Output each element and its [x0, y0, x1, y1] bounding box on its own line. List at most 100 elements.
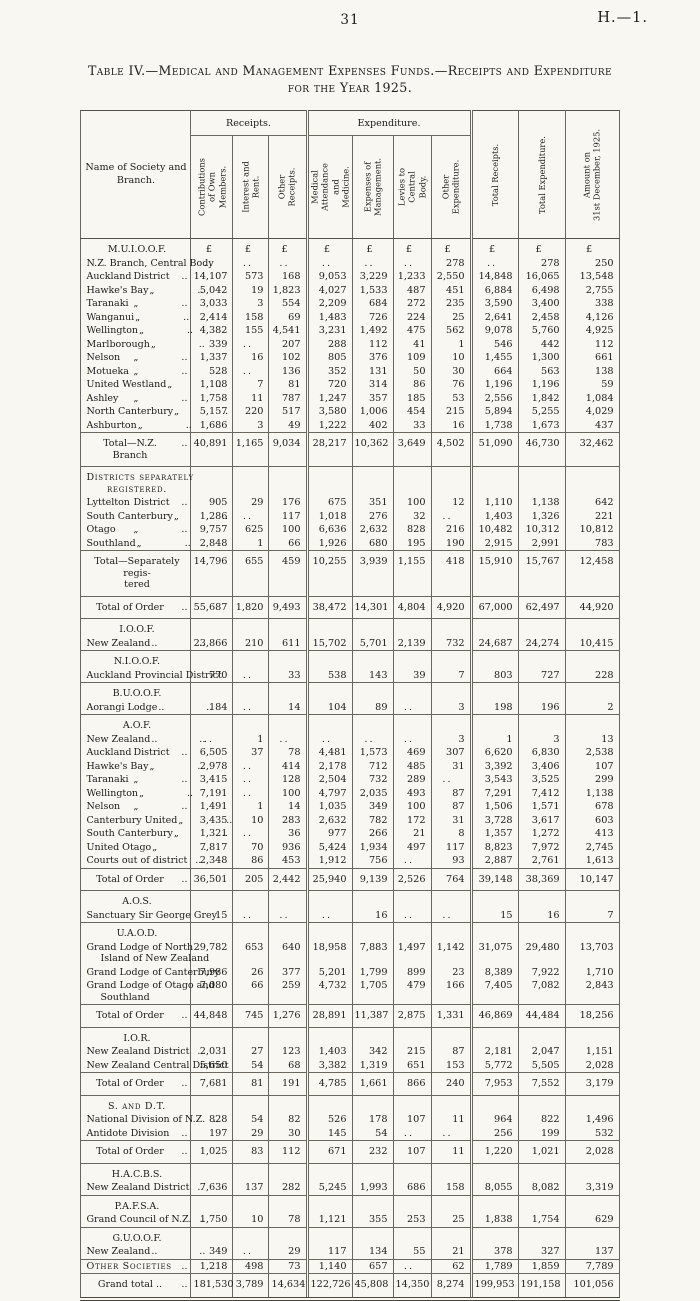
value-cell — [305, 466, 352, 496]
leader-dots: .. — [183, 311, 190, 323]
table-row: Marlborough „.. 339.. 207 288 112 41 1 546 442 112 — [81, 337, 620, 352]
value-cell: .. — [232, 827, 269, 841]
value-cell: 256 — [469, 1126, 519, 1141]
col-header-amount-31-dec: Amount on 31st December, 1925. — [564, 110, 620, 239]
value-cell — [469, 1194, 519, 1213]
value-cell: 5,042 — [190, 283, 233, 297]
value-cell: 720 — [305, 378, 352, 392]
value-cell: 1,506 — [469, 800, 519, 814]
value-cell: 787 — [268, 391, 307, 405]
value-cell: 828 — [190, 1113, 233, 1127]
society-name-cell: Districts separately registered. — [81, 467, 194, 497]
value-cell: .. — [232, 364, 269, 378]
value-cell: 1,247 — [305, 391, 352, 405]
value-cell: 1,233 — [392, 270, 431, 284]
value-cell: 1 — [469, 732, 519, 746]
value-cell — [564, 1027, 620, 1045]
society-name: Nelson — [86, 801, 121, 812]
table-row: Southland „.. 2,848 1 66 1,926 680 195 190 2,915 2… — [81, 536, 620, 551]
society-name-cell: Marlborough „.. — [81, 338, 204, 352]
value-cell: 640 — [268, 940, 307, 966]
value-cell — [469, 922, 519, 941]
value-cell: 1,496 — [564, 1113, 620, 1127]
value-cell: 7,953 — [469, 1072, 519, 1096]
value-cell: 376 — [351, 351, 393, 365]
value-cell: 29 — [232, 1126, 269, 1141]
value-cell: 642 — [564, 496, 620, 510]
value-cell: 657 — [351, 1258, 393, 1274]
value-cell: £ — [305, 238, 352, 257]
value-cell — [469, 1163, 519, 1181]
society-name: Grand Lodge of Otago and Southland — [86, 980, 215, 1003]
value-cell: 23 — [430, 965, 472, 979]
value-cell: 783 — [564, 536, 620, 551]
value-cell: 342 — [351, 1045, 393, 1059]
value-cell: 51,090 — [469, 432, 519, 467]
value-cell: 8,055 — [469, 1181, 519, 1195]
value-cell — [469, 682, 519, 701]
value-cell: 3,392 — [469, 759, 519, 773]
section-heading-row: S. and D.T. — [81, 1095, 620, 1113]
value-cell: 4,029 — [564, 405, 620, 419]
ditto-mark: „ — [133, 524, 139, 535]
value-cell: 2,414 — [190, 310, 233, 324]
value-cell: 134 — [351, 1245, 393, 1259]
table-row: Total of Order.. 7,681 81 191 4,785 1,661 866 2… — [80, 1072, 620, 1096]
society-name: Auckland — [86, 271, 132, 282]
table-row: Total—N.Z. Branch.. 40,891 1,165 9,034 28,21… — [80, 432, 620, 467]
value-cell: 166 — [430, 979, 472, 1005]
society-name: Grand total .. — [97, 1279, 163, 1290]
value-cell: 87 — [430, 1045, 472, 1059]
value-cell: 3,590 — [469, 297, 519, 311]
value-cell: .. — [305, 256, 352, 270]
section-heading-row: A.O.F. — [80, 714, 620, 733]
value-cell: 377 — [268, 965, 307, 979]
value-cell: 3,543 — [469, 773, 519, 787]
leader-dots: .. — [184, 537, 191, 549]
society-name-cell: Taranaki „.. — [81, 297, 191, 311]
col-header-levies: Levies to Central Body. — [392, 135, 431, 239]
value-cell: 1,754 — [517, 1213, 566, 1227]
society-name-cell: New Zealand District.. — [81, 1045, 203, 1059]
value-cell: 2,028 — [564, 1058, 620, 1073]
value-cell: 1,673 — [517, 418, 566, 433]
value-cell: 7,922 — [517, 965, 566, 979]
report-code: H.—1. — [597, 10, 648, 26]
value-cell: 413 — [564, 827, 620, 841]
value-cell — [392, 682, 431, 701]
leader-dots: .. — [181, 1127, 188, 1139]
value-cell: 7,552 — [517, 1072, 566, 1096]
value-cell: 8,823 — [469, 840, 519, 854]
col-header-total-expenditure: Total Expenditure. — [517, 110, 566, 239]
value-cell: 1,926 — [305, 536, 352, 551]
value-cell: 199,953 — [469, 1273, 519, 1299]
value-cell: 686 — [392, 1181, 431, 1195]
leader-dots: .. — [181, 352, 188, 363]
value-cell: 2,047 — [517, 1045, 566, 1059]
value-cell — [469, 1027, 519, 1045]
society-name-cell: Lyttelton District.. — [81, 496, 191, 510]
value-cell: 168 — [268, 270, 307, 284]
value-cell: 664 — [469, 364, 519, 378]
society-name: Other Societies — [86, 1260, 172, 1272]
society-name: Districts separately registered. — [86, 472, 194, 495]
value-cell: 54 — [232, 1058, 269, 1073]
value-cell: 6,498 — [517, 283, 566, 297]
society-name: Grand Lodge of Canterbury — [86, 966, 220, 978]
value-cell — [305, 922, 352, 941]
value-cell: 16 — [351, 908, 393, 923]
value-cell: 2,745 — [564, 840, 620, 854]
value-cell: .. — [232, 337, 269, 351]
value-cell: 207 — [268, 337, 307, 351]
society-name: Antidote Division — [86, 1127, 170, 1139]
value-cell: 6,636 — [305, 523, 352, 537]
society-name: G.U.O.O.F. — [112, 1232, 162, 1244]
table-row: N.Z. Branch, Central Body............ 278… — [81, 256, 620, 270]
value-cell: 2,139 — [392, 636, 431, 651]
value-cell: 6,505 — [190, 746, 233, 760]
value-cell — [190, 1194, 233, 1213]
value-cell — [232, 1226, 269, 1245]
value-cell — [190, 1095, 233, 1113]
page-header: 31 H.—1. — [0, 0, 700, 40]
